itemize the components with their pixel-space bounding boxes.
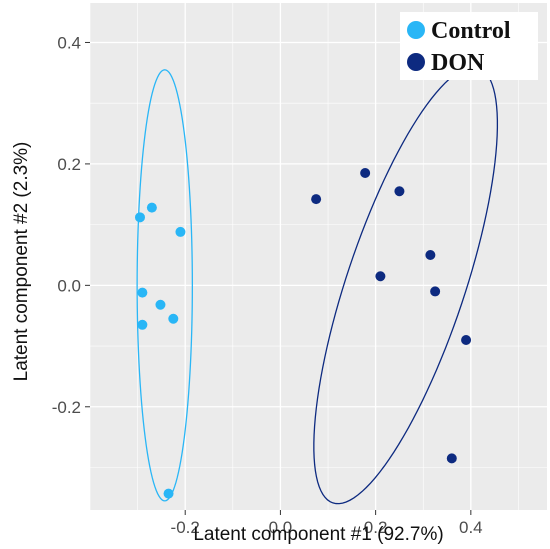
legend: Control DON — [400, 12, 538, 80]
point-don — [461, 334, 472, 345]
point-control — [137, 319, 148, 330]
y-tick-label: 0.2 — [57, 155, 81, 174]
point-don — [360, 168, 371, 179]
y-tick-label: -0.2 — [52, 398, 81, 417]
x-tick-label: 0.0 — [269, 518, 293, 537]
y-tick-label: 0.4 — [57, 33, 81, 52]
ellipse-control — [136, 69, 194, 502]
legend-box — [400, 12, 538, 80]
point-control — [134, 212, 145, 223]
point-don — [375, 271, 386, 282]
axes: -0.2 0.0 0.2 0.4 -0.2 0.0 0.2 0.4 — [52, 33, 483, 537]
x-axis-title: Latent component #1 (92.7%) — [193, 524, 443, 545]
y-axis-title: Latent component #2 (2.3%) — [11, 142, 32, 382]
point-don — [311, 194, 322, 205]
point-control — [155, 299, 166, 310]
point-don — [430, 286, 441, 297]
x-tick-label: 0.2 — [364, 518, 388, 537]
confidence-ellipses — [136, 66, 499, 505]
x-tick-label: 0.4 — [459, 518, 483, 537]
y-tick-label: 0.0 — [57, 276, 81, 295]
point-don — [394, 186, 405, 197]
legend-label-control: Control — [431, 18, 511, 44]
point-control — [146, 202, 157, 213]
point-control — [168, 313, 179, 324]
point-don — [446, 453, 457, 464]
data-points — [134, 168, 472, 499]
legend-label-don: DON — [431, 50, 485, 76]
legend-marker-control — [407, 21, 425, 39]
point-don — [425, 249, 436, 260]
point-control — [137, 287, 148, 298]
point-control — [175, 226, 186, 237]
ellipse-don — [313, 66, 499, 505]
grid-lines — [89, 3, 547, 510]
legend-marker-don — [407, 53, 425, 71]
x-tick-label: -0.2 — [171, 518, 200, 537]
point-control — [163, 488, 174, 499]
